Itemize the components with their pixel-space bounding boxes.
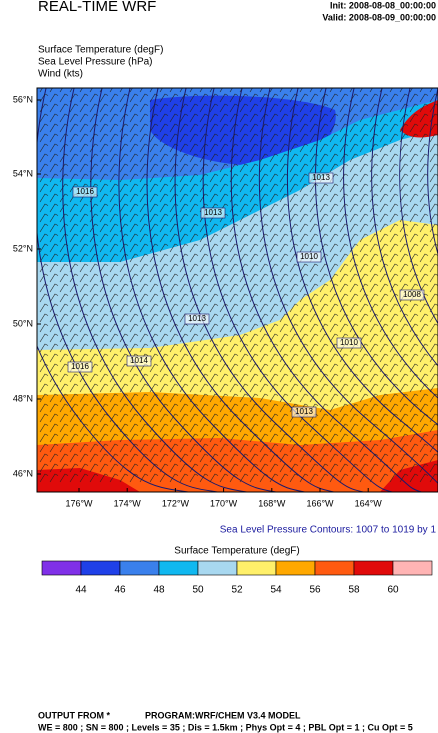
contour-label-box	[184, 313, 210, 325]
title: REAL-TIME WRF	[38, 0, 156, 15]
footer-program: PROGRAM:WRF/CHEM V3.4 MODEL	[145, 710, 301, 720]
colorbar-box	[392, 560, 433, 576]
contour-label: 1008	[403, 290, 421, 299]
map-frame	[36, 87, 438, 493]
lon-label: 164°W	[355, 498, 383, 508]
colorbar-box	[353, 560, 394, 576]
contour-label-box	[291, 406, 317, 418]
contour-label: 1013	[204, 208, 222, 217]
contour-label: 1010	[340, 338, 358, 347]
colorbar-box	[80, 560, 121, 576]
colorbar-label: 44	[75, 585, 87, 596]
init-time: Init: 2008-08-08_00:00:00	[330, 0, 436, 10]
wind-barbs	[39, 88, 438, 483]
contour-note: Sea Level Pressure Contours: 1007 to 101…	[220, 525, 437, 536]
pressure-contour	[287, 88, 438, 453]
lat-label: 50°N	[13, 318, 33, 328]
lon-label: 170°W	[210, 498, 238, 508]
pressure-contour	[258, 88, 438, 484]
pressure-contour	[371, 88, 438, 367]
colorbar-box	[41, 560, 82, 576]
contour-label: 1013	[312, 173, 330, 182]
contour-label-box	[308, 172, 334, 184]
contour-label-box	[72, 186, 98, 198]
footer-source: OUTPUT FROM *	[38, 710, 110, 720]
field-label: Surface Temperature (degF)	[38, 45, 163, 56]
colorbar-label: 46	[114, 585, 126, 596]
contour-label-box	[67, 361, 93, 373]
pressure-contour	[202, 88, 395, 492]
map	[37, 88, 438, 492]
lat-label: 56°N	[13, 94, 33, 104]
colorbar-label: 58	[348, 585, 360, 596]
pressure-contour	[399, 88, 438, 325]
lon-label: 168°W	[258, 498, 286, 508]
colorbar-label: 52	[231, 585, 243, 596]
contour-label: 1016	[76, 187, 94, 196]
footer-settings: WE = 800 ; SN = 800 ; Levels = 35 ; Dis …	[38, 722, 413, 732]
colorbar-label: 56	[309, 585, 321, 596]
field-label: Sea Level Pressure (hPa)	[38, 57, 153, 68]
colorbar-box	[158, 560, 199, 576]
colorbar-label: 60	[387, 585, 399, 596]
lon-label: 166°W	[306, 498, 334, 508]
lat-label: 48°N	[13, 393, 33, 403]
field-label: Wind (kts)	[38, 69, 83, 80]
colorbar-box	[197, 560, 238, 576]
pressure-contour	[62, 88, 250, 492]
lon-label: 174°W	[114, 498, 142, 508]
contour-label-box	[296, 251, 322, 263]
colorbar-box	[236, 560, 277, 576]
pressure-contour	[343, 88, 438, 399]
lon-label: 176°W	[65, 498, 93, 508]
lat-label: 52°N	[13, 243, 33, 253]
contour-label: 1014	[130, 356, 148, 365]
pressure-contour	[37, 88, 221, 492]
contour-label-box	[200, 207, 226, 219]
contour-label: 1010	[300, 252, 318, 261]
colorbar-label: 50	[192, 585, 204, 596]
colorbar-label: 54	[270, 585, 282, 596]
contour-label-box	[336, 337, 362, 349]
contour-label: 1016	[71, 362, 89, 371]
colorbar-title: Surface Temperature (degF)	[174, 546, 299, 557]
colorbar-box	[275, 560, 316, 576]
lat-label: 46°N	[13, 468, 33, 478]
pressure-contour	[174, 88, 366, 492]
pressure-contour	[230, 88, 423, 492]
lat-label: 54°N	[13, 168, 33, 178]
pressure-contour	[37, 344, 193, 492]
colorbar-box	[314, 560, 355, 576]
contour-label: 1013	[188, 314, 206, 323]
pressure-contour	[146, 88, 337, 492]
lon-label: 172°W	[162, 498, 190, 508]
colorbar-label: 48	[153, 585, 165, 596]
contour-label: 1013	[295, 407, 313, 416]
pressure-contour	[118, 88, 308, 492]
contour-label-box	[399, 289, 425, 301]
contour-label-box	[126, 355, 152, 367]
pressure-contour	[427, 88, 438, 256]
colorbar-box	[119, 560, 160, 576]
valid-time: Valid: 2008-08-09_00:00:00	[322, 12, 436, 22]
